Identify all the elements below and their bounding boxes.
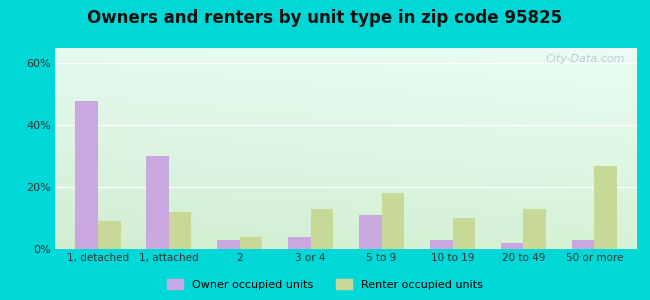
- Bar: [217, 240, 240, 249]
- Bar: [359, 215, 382, 249]
- Bar: [500, 243, 523, 249]
- Bar: [311, 209, 333, 249]
- Bar: [98, 221, 120, 249]
- Bar: [288, 237, 311, 249]
- Bar: [240, 237, 263, 249]
- Bar: [572, 240, 595, 249]
- Bar: [382, 193, 404, 249]
- Bar: [430, 240, 452, 249]
- Text: City-Data.com: City-Data.com: [546, 54, 625, 64]
- Bar: [146, 156, 169, 249]
- Bar: [595, 166, 617, 249]
- Bar: [169, 212, 192, 249]
- Text: Owners and renters by unit type in zip code 95825: Owners and renters by unit type in zip c…: [88, 9, 562, 27]
- Bar: [523, 209, 546, 249]
- Legend: Owner occupied units, Renter occupied units: Owner occupied units, Renter occupied un…: [162, 275, 488, 294]
- Bar: [75, 100, 98, 249]
- Bar: [452, 218, 475, 249]
